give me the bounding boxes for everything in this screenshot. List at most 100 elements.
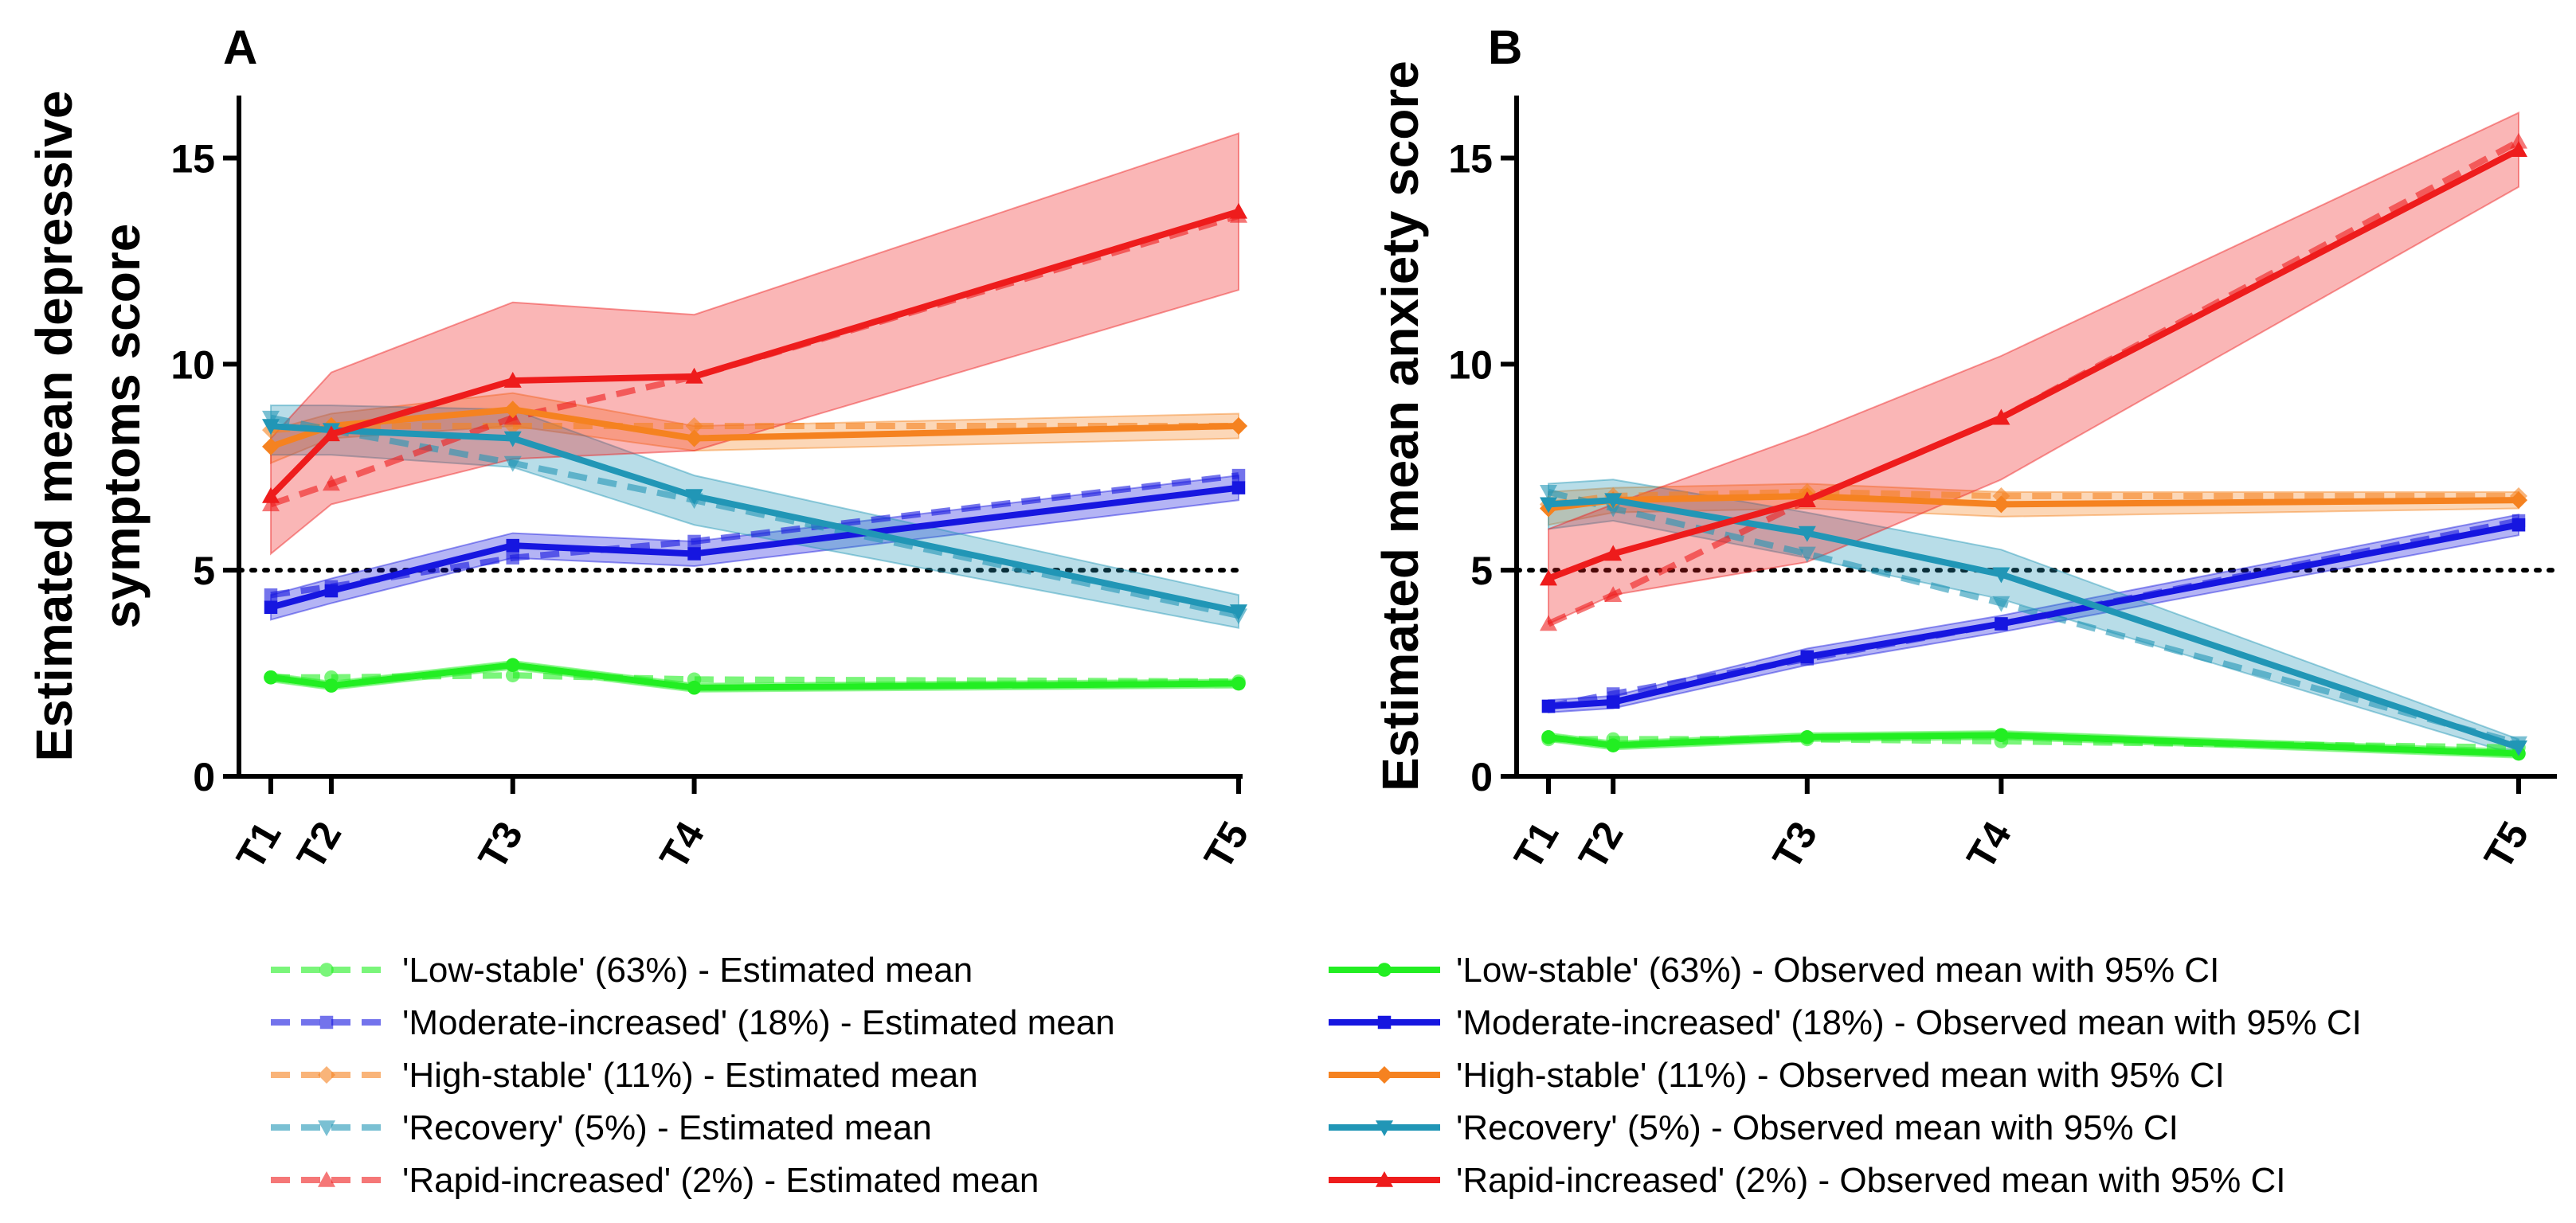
legend-observed-label: 'Rapid-increased' (2%) - Observed mean w… (1456, 1161, 2285, 1200)
panel-a-observed-point-low-stable-63 (1231, 676, 1246, 691)
panel-a-depressive-chart: A Estimated mean depressive symptoms score… (25, 21, 1258, 877)
panel-b-xtick-label: T4 (1958, 814, 2020, 877)
panel-b-observed-point-rapid-increased-2 (2510, 141, 2527, 157)
panel-b-observed-point-high-stable-11 (2510, 491, 2527, 510)
legend-observed-marker-rapid-increased-2 (1376, 1171, 1393, 1187)
legend-estimated-marker-low-stable-63 (319, 963, 334, 977)
panel-b-observed-point-low-stable-63 (1541, 730, 1556, 744)
panel-a-observed-point-recovery-5 (262, 419, 280, 435)
panel-a-ytick-label: 0 (193, 755, 215, 799)
legend-estimated-label: 'Moderate-increased' (18%) - Estimated m… (402, 1003, 1115, 1042)
legend-estimated-marker-moderate-increased-18 (319, 1015, 334, 1030)
panel-b-ytick-label: 15 (1448, 137, 1493, 182)
legend-observed-marker-high-stable-11 (1376, 1066, 1393, 1084)
panel-a-ytick-label: 10 (170, 342, 215, 387)
legend: 'Low-stable' (63%) - Estimated mean 'Low-… (271, 951, 2362, 1200)
panel-b-xtick-label: T2 (1570, 815, 1632, 877)
panel-a-estimated-point-moderate-increased-18 (506, 551, 519, 565)
panel-a-estimated-point-moderate-increased-18 (264, 588, 278, 602)
panel-b-observed-point-rapid-increased-2 (1604, 545, 1623, 561)
panel-a-estimated-point-moderate-increased-18 (1231, 468, 1246, 483)
panel-a-estimated-point-rapid-increased-2 (322, 475, 340, 491)
panel-b-observed-point-moderate-increased-18 (1606, 695, 1620, 709)
panel-b-observed-point-low-stable-63 (1800, 730, 1815, 744)
panel-a-estimated-point-high-stable-11 (685, 417, 703, 435)
panel-b-estimated-point-rapid-increased-2 (1604, 586, 1623, 603)
panel-a-estimated-point-recovery-5 (503, 455, 522, 472)
panel-a-ci-band-rapid-increased-2 (270, 132, 1239, 556)
panel-b-estimated-point-rapid-increased-2 (2510, 132, 2527, 149)
panel-b-observed-point-recovery-5 (1604, 493, 1623, 510)
panel-a-xtick-label: T5 (1196, 815, 1258, 877)
panel-a-observed-point-high-stable-11 (1230, 417, 1247, 435)
panel-b-observed-point-moderate-increased-18 (2511, 518, 2526, 532)
panel-b-observed-point-recovery-5 (1540, 497, 1557, 514)
panel-b-observed-point-high-stable-11 (1992, 495, 2010, 514)
panel-a-observed-point-rapid-increased-2 (262, 487, 280, 503)
panel-a-ytick-label: 5 (193, 549, 215, 593)
panel-a-observed-point-recovery-5 (685, 489, 703, 505)
panel-b-xtick-label: T5 (2476, 815, 2538, 877)
panel-b-estimated-point-recovery-5 (1798, 546, 1816, 563)
panel-b-observed-point-moderate-increased-18 (1995, 617, 2008, 631)
panel-a-observed-point-low-stable-63 (264, 670, 278, 685)
panel-b-anxiety-chart: B Estimated mean anxiety score 0 5 10 15 T1 T2 T… (1372, 21, 2559, 877)
panel-a-observed-point-rapid-increased-2 (685, 367, 703, 384)
panel-b-xtick-label: T3 (1764, 815, 1826, 877)
panel-a-ylabel-line-1: symptoms score (93, 224, 151, 629)
panel-a-observed-point-recovery-5 (503, 431, 522, 447)
panel-a-xtick-label: T3 (470, 815, 532, 877)
legend-estimated-marker-recovery-5 (318, 1120, 335, 1136)
panel-b-observed-point-moderate-increased-18 (1800, 650, 1815, 664)
panel-b-estimated-point-recovery-5 (1604, 501, 1623, 518)
panel-b-ytick-label: 10 (1448, 342, 1493, 387)
legend-estimated-label: 'Low-stable' (63%) - Estimated mean (402, 951, 973, 990)
panel-b-ylabel-line-0: Estimated mean anxiety score (1372, 61, 1429, 791)
panel-a-observed-point-high-stable-11 (503, 401, 522, 419)
panel-b-estimated-point-recovery-5 (1992, 596, 2010, 612)
legend-observed-label: 'Low-stable' (63%) - Observed mean with … (1456, 951, 2219, 990)
legend-observed-label: 'Recovery' (5%) - Observed mean with 95%… (1456, 1108, 2179, 1147)
panel-b-observed-point-recovery-5 (1992, 567, 2010, 584)
panel-b-observed-point-moderate-increased-18 (1541, 699, 1556, 713)
panel-a-estimated-point-low-stable-63 (505, 668, 520, 682)
panel-a-estimated-point-rapid-increased-2 (262, 495, 280, 512)
panel-a-xtick-label: T1 (228, 815, 290, 877)
panel-a-observed-point-rapid-increased-2 (503, 372, 522, 388)
panel-a-xtick-label: T4 (651, 814, 713, 877)
panel-b-observed-point-low-stable-63 (1994, 728, 2009, 743)
panel-a-observed-point-high-stable-11 (685, 429, 703, 447)
panel-a-observed-point-recovery-5 (1230, 604, 1247, 620)
legend-observed-marker-recovery-5 (1376, 1120, 1393, 1136)
panel-b-estimated-point-rapid-increased-2 (1540, 615, 1557, 631)
legend-observed-marker-low-stable-63 (1377, 963, 1392, 977)
panel-b-label: B (1488, 21, 1522, 74)
panel-b-ytick-label: 5 (1470, 549, 1493, 593)
panel-b-observed-point-rapid-increased-2 (1992, 408, 2010, 425)
panel-a-xtick-label: T2 (288, 815, 350, 877)
panel-b-xtick-label: T1 (1505, 815, 1568, 877)
panel-b-observed-point-low-stable-63 (1606, 738, 1620, 752)
panel-a-estimated-point-moderate-increased-18 (687, 534, 701, 549)
legend-estimated-marker-high-stable-11 (318, 1066, 335, 1084)
panel-b-observed-point-rapid-increased-2 (1540, 569, 1557, 586)
legend-estimated-label: 'High-stable' (11%) - Estimated mean (402, 1056, 978, 1095)
panel-a-label: A (223, 21, 257, 74)
panel-a-observed-point-moderate-increased-18 (506, 538, 519, 553)
panel-a-observed-point-rapid-increased-2 (1230, 202, 1247, 219)
panel-a-ylabel-line-0: Estimated mean depressive (25, 90, 83, 761)
panel-a-observed-point-low-stable-63 (505, 658, 520, 673)
legend-observed-label: 'Moderate-increased' (18%) - Observed me… (1456, 1003, 2362, 1042)
panel-a-observed-point-moderate-increased-18 (264, 600, 278, 615)
panel-a-observed-point-low-stable-63 (324, 678, 339, 693)
legend-estimated-label: 'Rapid-increased' (2%) - Estimated mean (402, 1161, 1039, 1200)
panel-b-observed-point-recovery-5 (2510, 740, 2527, 756)
panel-a-observed-line-low-stable-63 (270, 662, 1239, 691)
panel-b-observed-point-recovery-5 (1798, 526, 1816, 542)
legend-estimated-label: 'Recovery' (5%) - Estimated mean (402, 1108, 932, 1147)
panel-a-observed-point-moderate-increased-18 (687, 547, 701, 561)
legend-observed-marker-moderate-increased-18 (1377, 1015, 1392, 1030)
panel-a-ytick-label: 15 (170, 137, 215, 182)
panel-a-observed-point-moderate-increased-18 (1231, 481, 1246, 494)
